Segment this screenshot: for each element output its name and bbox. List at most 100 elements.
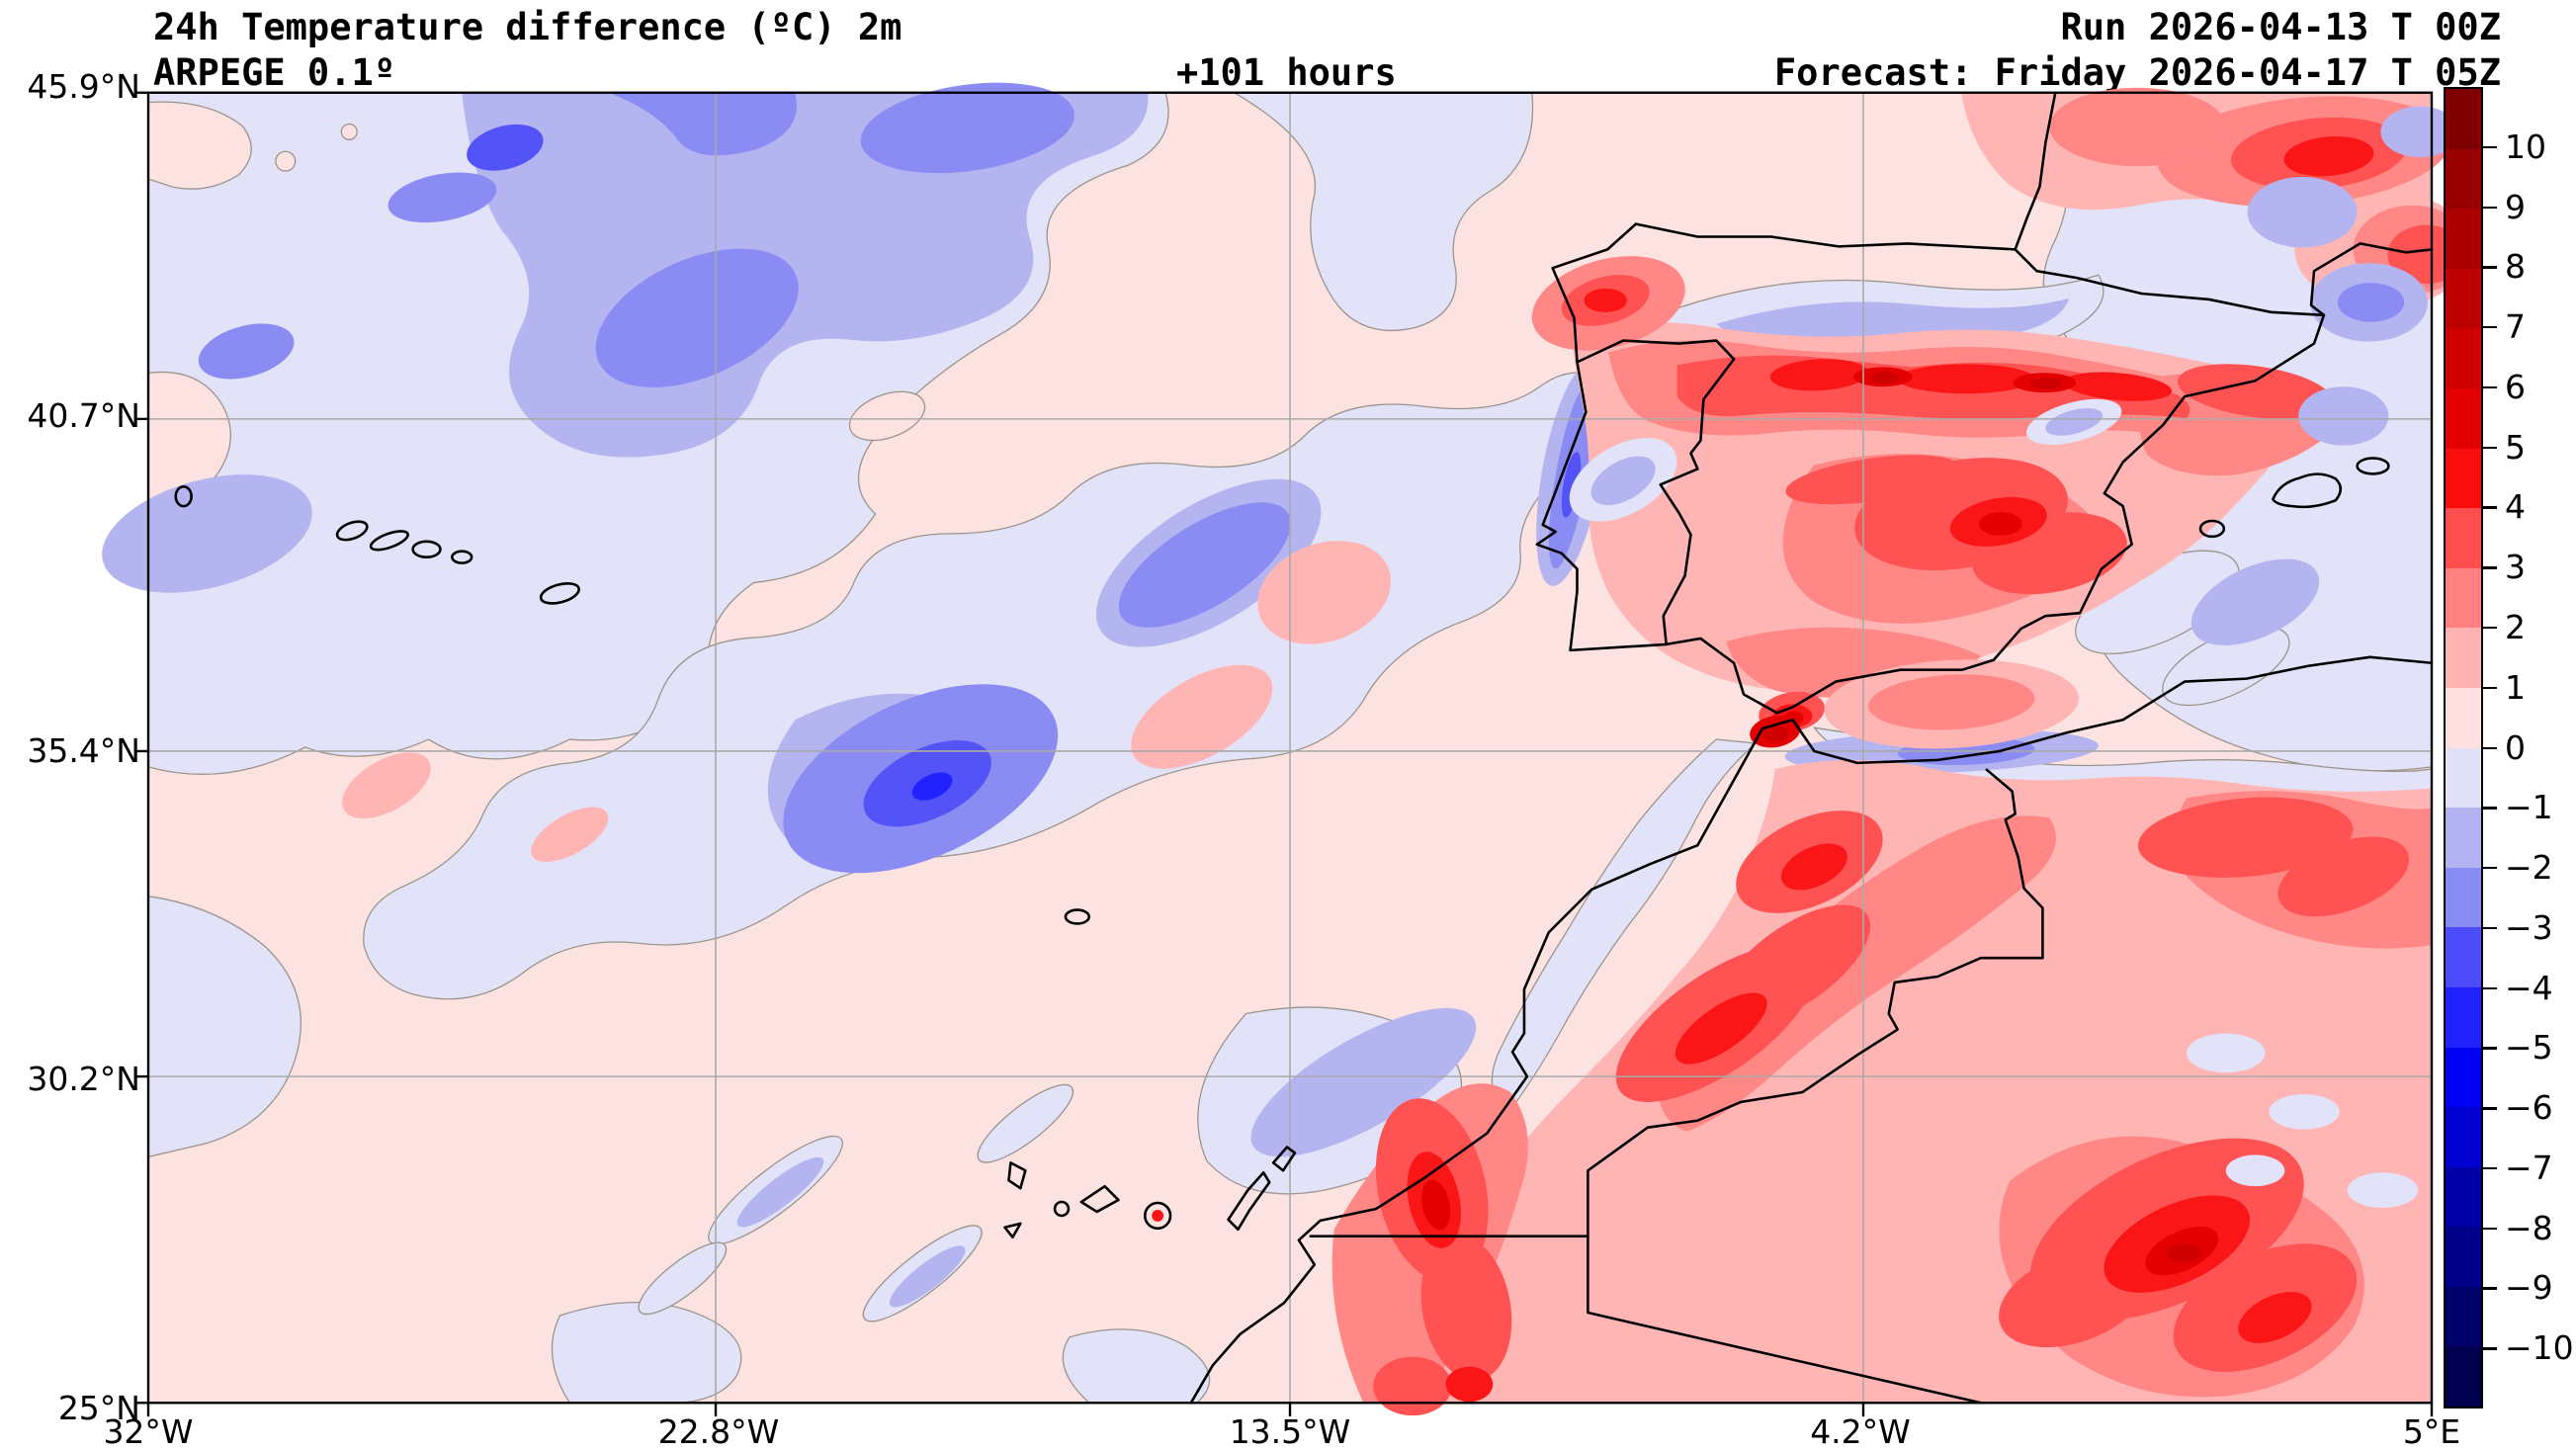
- x-tick-label: 13.5°W: [1229, 1412, 1351, 1451]
- axis-ticks: [134, 91, 2434, 1417]
- x-tick-label: 4.2°W: [1810, 1412, 1911, 1451]
- colorbar-tick-label: −6: [2505, 1088, 2553, 1128]
- colorbar-tick-label: 10: [2505, 127, 2546, 166]
- colorbar-segment: [2446, 567, 2481, 629]
- colorbar-segment: [2446, 1346, 2481, 1408]
- colorbar-segment: [2446, 328, 2481, 388]
- colorbar-tick: [2483, 867, 2497, 870]
- colorbar-segment: [2446, 508, 2481, 568]
- colorbar-tick: [2483, 1047, 2497, 1050]
- colorbar-tick: [2483, 266, 2497, 269]
- colorbar-tick-label: −1: [2505, 788, 2553, 827]
- colorbar-tick: [2483, 1287, 2497, 1290]
- colorbar-tick-label: −9: [2505, 1268, 2553, 1308]
- colorbar-segment: [2446, 1166, 2481, 1228]
- colorbar-tick: [2483, 145, 2497, 149]
- gran-canaria: [1143, 1201, 1172, 1231]
- x-tick-label: 5°E: [2402, 1412, 2461, 1451]
- cool-anomaly-minus4: [467, 124, 1582, 827]
- colorbar-segment: [2446, 1286, 2481, 1347]
- colorbar-tick: [2483, 446, 2497, 450]
- y-tick-label: 25°N: [57, 1389, 140, 1427]
- portugal-spain-border: [1576, 339, 1736, 646]
- colorbar-tick-label: 8: [2505, 247, 2526, 287]
- fuerteventura: [1227, 1170, 1271, 1232]
- lanzarote: [1271, 1146, 1297, 1172]
- colorbar-tick: [2483, 206, 2497, 209]
- colorbar-segment: [2446, 808, 2481, 868]
- cool-anomaly-minus3: [198, 82, 2405, 874]
- pyrenees-border: [2014, 248, 2326, 317]
- colorbar-tick-label: 2: [2505, 607, 2526, 646]
- colorbar-tick-label: −3: [2505, 907, 2553, 947]
- azores-flores: [174, 484, 193, 508]
- colorbar-tick: [2483, 626, 2497, 630]
- colorbar-tick-label: 6: [2505, 367, 2526, 406]
- colorbar-tick-label: −8: [2505, 1208, 2553, 1247]
- colorbar-tick: [2483, 686, 2497, 690]
- colorbar-tick: [2483, 385, 2497, 389]
- ibiza: [2198, 519, 2226, 539]
- colorbar-segment: [2446, 927, 2481, 987]
- colorbar-tick: [2483, 506, 2497, 509]
- y-tick-label: 40.7°N: [27, 396, 140, 435]
- colorbar-tick: [2483, 566, 2497, 569]
- azores-terceira: [411, 540, 442, 558]
- map-plot-area: [102, 82, 2471, 1417]
- cool-pockets-overlay: [1569, 106, 2459, 1208]
- colorbar-tick: [2483, 807, 2497, 810]
- graticule: [148, 92, 2432, 1404]
- colorbar-segment: [2446, 687, 2481, 748]
- colorbar-segment: [2446, 209, 2481, 269]
- colorbar-tick-label: 4: [2505, 487, 2526, 527]
- colorbar-tick-label: −10: [2505, 1328, 2574, 1368]
- colorbar-segment: [2446, 628, 2481, 688]
- x-tick-label: 22.8°W: [657, 1412, 780, 1451]
- colorbar-tick: [2483, 986, 2497, 989]
- la-gomera: [1053, 1200, 1071, 1218]
- run-label: Run 2026-04-13 T 00Z: [2060, 6, 2501, 48]
- azores-graciosa: [451, 550, 473, 564]
- colorbar-segment: [2446, 747, 2481, 809]
- colorbar: [2444, 87, 2483, 1408]
- y-tick-label: 35.4°N: [27, 731, 140, 770]
- plot-frame: [146, 91, 2434, 1405]
- title-line-2-model: ARPEGE 0.1º: [153, 51, 396, 94]
- western-sahara-border: [1309, 1235, 1983, 1405]
- colorbar-tick: [2483, 926, 2497, 930]
- la-palma: [1007, 1161, 1027, 1190]
- africa-coastline: [1189, 655, 2434, 1405]
- colorbar-segment: [2446, 986, 2481, 1048]
- x-tick-label: 32°W: [103, 1412, 194, 1451]
- colorbar-tick-label: −2: [2505, 848, 2553, 888]
- colorbar-segment: [2446, 148, 2481, 210]
- colorbar-tick: [2483, 746, 2497, 749]
- morocco-algeria-border: [1587, 768, 2044, 1238]
- colorbar-tick-label: −4: [2505, 968, 2553, 1007]
- colorbar-segment: [2446, 387, 2481, 449]
- tenerife: [1079, 1184, 1120, 1214]
- colorbar-segment: [2446, 867, 2481, 928]
- mallorca: [2272, 472, 2343, 509]
- colorbar-tick-label: −5: [2505, 1028, 2553, 1067]
- colorbar-tick-label: 1: [2505, 667, 2526, 707]
- y-tick-label: 45.9°N: [27, 67, 140, 106]
- coastlines: [174, 91, 2434, 1405]
- colorbar-tick-label: 9: [2505, 187, 2526, 226]
- colorbar-tick: [2483, 1107, 2497, 1110]
- el-hierro: [1003, 1222, 1022, 1239]
- colorbar-tick-label: 0: [2505, 727, 2526, 767]
- forecast-label: Forecast: Friday 2026-04-17 T 05Z: [1773, 51, 2501, 94]
- colorbar-tick-label: 3: [2505, 548, 2526, 587]
- colorbar-tick: [2483, 326, 2497, 329]
- colorbar-segment: [2446, 1047, 2481, 1108]
- colorbar-segment: [2446, 1227, 2481, 1287]
- title-line-1: 24h Temperature difference (ºC) 2m: [153, 6, 902, 48]
- lead-time-label: +101 hours: [1176, 51, 1397, 94]
- colorbar-segment: [2446, 89, 2481, 149]
- colorbar-tick: [2483, 1347, 2497, 1350]
- colorbar-segment: [2446, 1107, 2481, 1167]
- colorbar-tick-label: 7: [2505, 307, 2526, 347]
- colorbar-tick: [2483, 1227, 2497, 1231]
- colorbar-tick-label: 5: [2505, 427, 2526, 467]
